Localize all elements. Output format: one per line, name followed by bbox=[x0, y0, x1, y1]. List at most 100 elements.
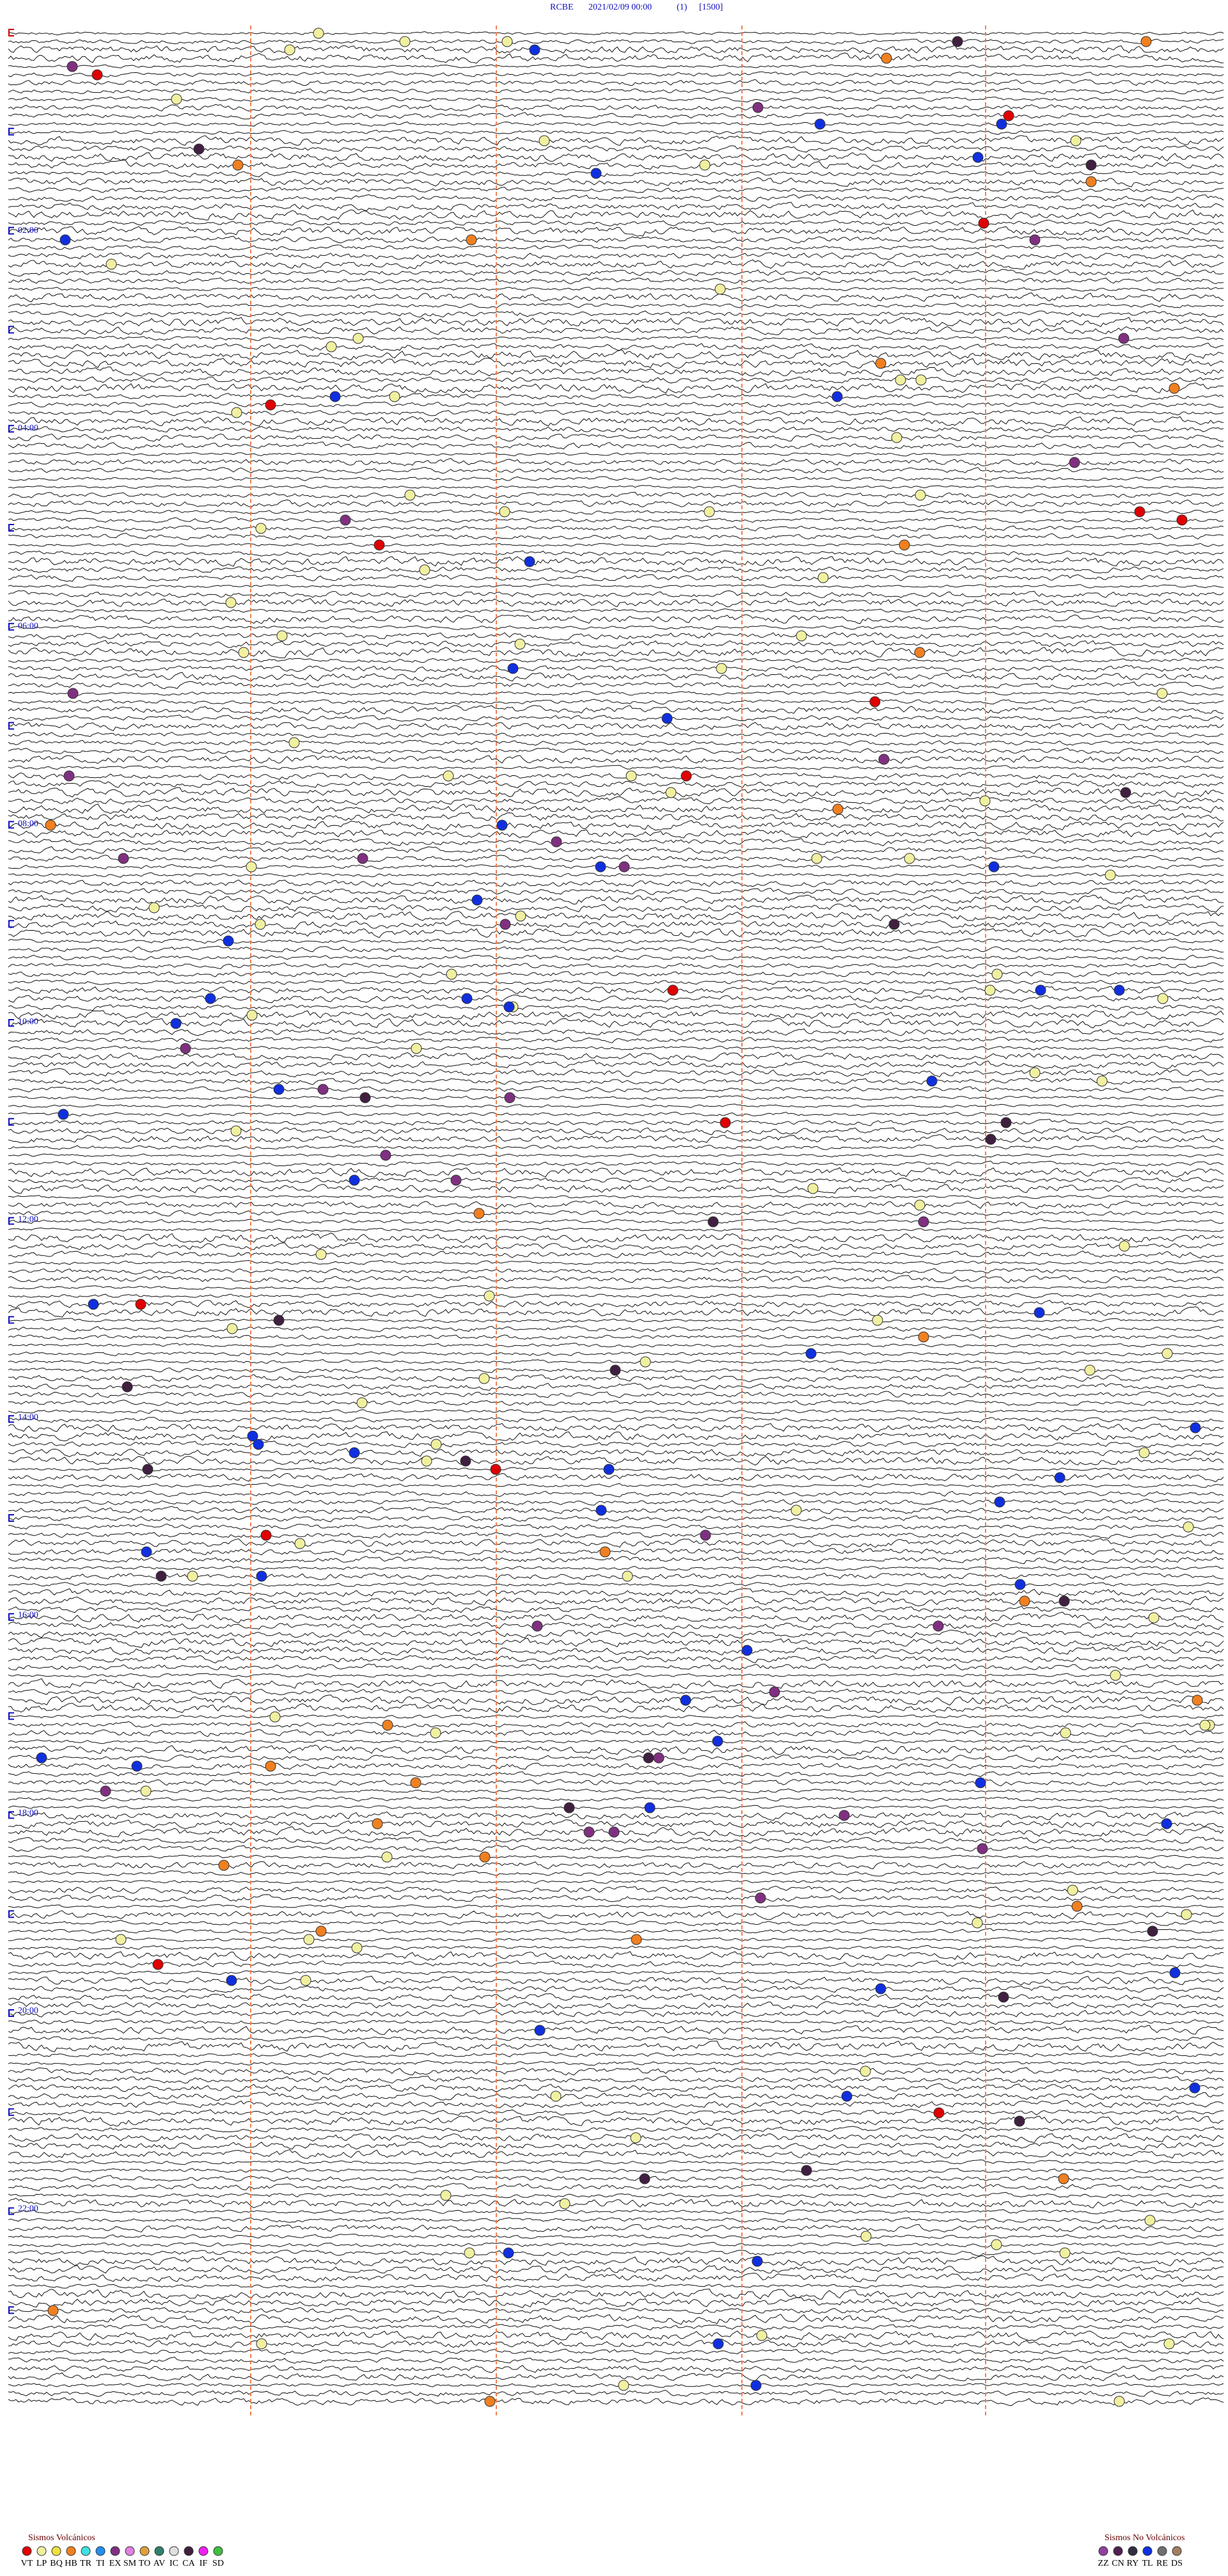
legend-code: VT bbox=[21, 2559, 33, 2568]
event-dot bbox=[142, 1464, 154, 1475]
trace bbox=[8, 1195, 1224, 1199]
event-dot bbox=[1054, 1472, 1066, 1483]
event-dot bbox=[583, 1826, 595, 1838]
trace bbox=[8, 755, 1224, 764]
trace bbox=[8, 187, 1224, 194]
legend-code: BQ bbox=[50, 2559, 62, 2568]
event-dot bbox=[1019, 1595, 1030, 1607]
event-dot bbox=[443, 770, 454, 782]
event-dot bbox=[255, 523, 267, 534]
event-dot bbox=[531, 1620, 543, 1632]
event-dot bbox=[88, 1299, 99, 1310]
trace bbox=[8, 1920, 1224, 1926]
trace bbox=[8, 1219, 1224, 1224]
trace bbox=[8, 45, 1224, 54]
hour-bracket bbox=[8, 425, 14, 433]
trace bbox=[8, 1456, 1224, 1466]
trace bbox=[8, 2159, 1224, 2165]
hour-bracket bbox=[8, 524, 14, 532]
event-dot bbox=[643, 1752, 654, 1764]
event-dot bbox=[315, 1925, 327, 1937]
event-dot bbox=[888, 919, 900, 930]
event-dot bbox=[875, 358, 886, 369]
trace bbox=[8, 556, 1224, 567]
trace bbox=[8, 803, 1224, 814]
trace bbox=[8, 1678, 1224, 1689]
trace bbox=[8, 608, 1224, 614]
trace bbox=[8, 2168, 1224, 2174]
trace bbox=[8, 382, 1224, 394]
trace bbox=[8, 1045, 1224, 1051]
trace bbox=[8, 2083, 1224, 2092]
event-dot bbox=[381, 1851, 393, 1863]
event-dot bbox=[756, 2330, 767, 2341]
legend-code: IF bbox=[200, 2559, 208, 2568]
trace bbox=[8, 1293, 1224, 1299]
legend-dot bbox=[213, 2546, 223, 2556]
trace bbox=[8, 1167, 1224, 1178]
trace bbox=[8, 1688, 1224, 1695]
trace bbox=[8, 1673, 1224, 1678]
trace bbox=[8, 2255, 1224, 2266]
hour-bracket bbox=[8, 1712, 14, 1720]
trace bbox=[8, 71, 1224, 77]
trace bbox=[8, 1467, 1224, 1472]
trace bbox=[8, 2264, 1224, 2274]
event-dot bbox=[503, 1001, 515, 1013]
trace bbox=[8, 1861, 1224, 1870]
event-dot bbox=[991, 2239, 1002, 2250]
event-dot bbox=[246, 861, 257, 873]
legend: Sismos Volcánicos VT LP BQ HB TR TI EX SM TO AV IC C… bbox=[21, 2533, 1185, 2568]
trace bbox=[8, 409, 1224, 416]
trace bbox=[8, 1300, 1224, 1309]
trace bbox=[8, 326, 1224, 335]
trace bbox=[8, 485, 1224, 489]
trace bbox=[8, 1275, 1224, 1283]
event-dot bbox=[1029, 234, 1041, 246]
trace bbox=[8, 170, 1224, 178]
event-dot bbox=[534, 2025, 546, 2036]
event-dot bbox=[1059, 1595, 1070, 1607]
event-dot bbox=[1058, 2173, 1069, 2185]
trace bbox=[8, 226, 1224, 237]
trace bbox=[8, 838, 1224, 846]
event-dot bbox=[276, 630, 288, 642]
station: RCBE bbox=[550, 3, 574, 12]
event-dot bbox=[984, 984, 996, 996]
event-dot bbox=[115, 1934, 127, 1945]
event-dot bbox=[499, 506, 510, 518]
event-dot bbox=[1176, 514, 1188, 526]
event-dot bbox=[618, 2380, 629, 2391]
trace bbox=[8, 910, 1224, 922]
trace bbox=[8, 2241, 1224, 2248]
event-dot bbox=[152, 1959, 164, 1970]
event-dot bbox=[667, 984, 679, 996]
event-dot bbox=[504, 1092, 516, 1103]
event-dot bbox=[500, 919, 511, 930]
scale: [1500] bbox=[699, 3, 723, 12]
trace bbox=[8, 1515, 1224, 1522]
event-dot bbox=[1161, 1818, 1172, 1829]
trace bbox=[8, 699, 1224, 705]
hour-label: 12:00 bbox=[18, 1215, 38, 1224]
trace bbox=[8, 2307, 1224, 2314]
trace bbox=[8, 715, 1224, 722]
event-dot bbox=[978, 217, 989, 229]
trace bbox=[8, 665, 1224, 673]
event-dot bbox=[148, 902, 160, 913]
events bbox=[36, 28, 1215, 2407]
trace bbox=[8, 1227, 1224, 1233]
event-dot bbox=[67, 61, 78, 72]
trace bbox=[8, 542, 1224, 548]
legend-code: RE bbox=[1156, 2559, 1168, 2568]
trace bbox=[8, 986, 1224, 995]
trace bbox=[8, 1144, 1224, 1150]
trace bbox=[8, 812, 1224, 821]
trace bbox=[8, 2209, 1224, 2215]
event-dot bbox=[1140, 36, 1152, 47]
event-dot bbox=[1059, 2247, 1071, 2259]
event-dot bbox=[1070, 135, 1082, 146]
trace bbox=[8, 945, 1224, 953]
event-dot bbox=[515, 910, 526, 922]
trace bbox=[8, 1009, 1224, 1020]
